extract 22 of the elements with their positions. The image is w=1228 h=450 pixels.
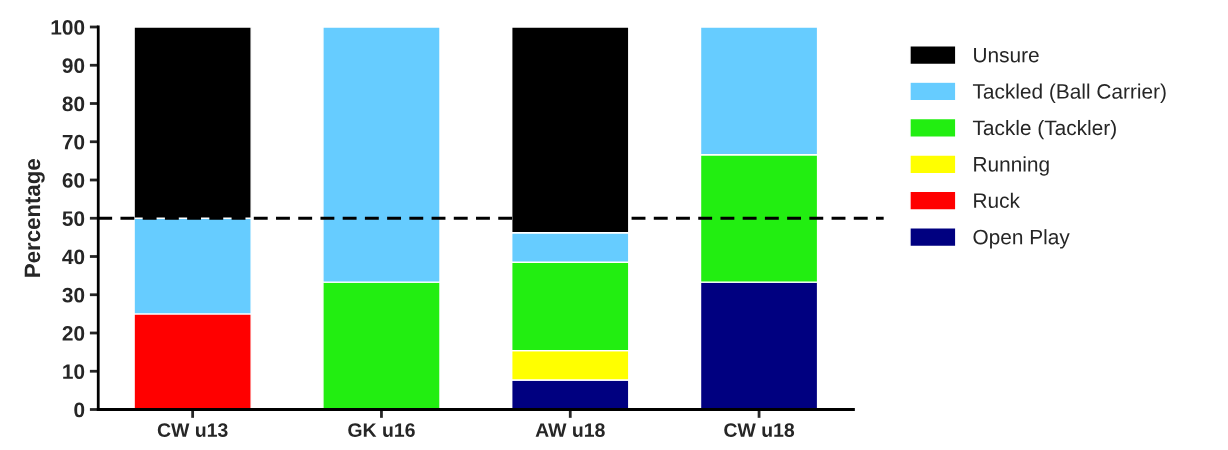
y-tick-label: 80 [62,96,85,112]
legend-label: Tackled (Ball Carrier) [972,83,1166,103]
x-tick-label: CW u13 [157,423,228,437]
y-tick-label: 0 [74,402,85,418]
y-tick-label: 50 [62,211,85,226]
y-axis-title: Percentage [24,159,45,277]
y-tick-label: 40 [62,249,85,265]
y-tick-label: 90 [62,58,85,73]
legend-label: Tackle (Tackler) [972,119,1116,140]
legend-label: Open Play [973,229,1070,249]
y-tick-label: 60 [62,173,85,188]
y-tick-label: 20 [62,326,85,341]
y-tick-label: 100 [51,20,85,35]
legend-label: Ruck [974,192,1020,209]
y-tick-label: 30 [62,287,85,303]
x-tick-label: CW u18 [724,423,795,437]
y-tick-label: 10 [63,364,85,379]
x-tick-label: GK u16 [348,423,415,437]
x-tick-label: AW u18 [535,423,605,437]
legend-label: Running [974,156,1049,176]
legend-label: Unsure [974,47,1039,63]
y-tick-label: 70 [62,134,85,150]
